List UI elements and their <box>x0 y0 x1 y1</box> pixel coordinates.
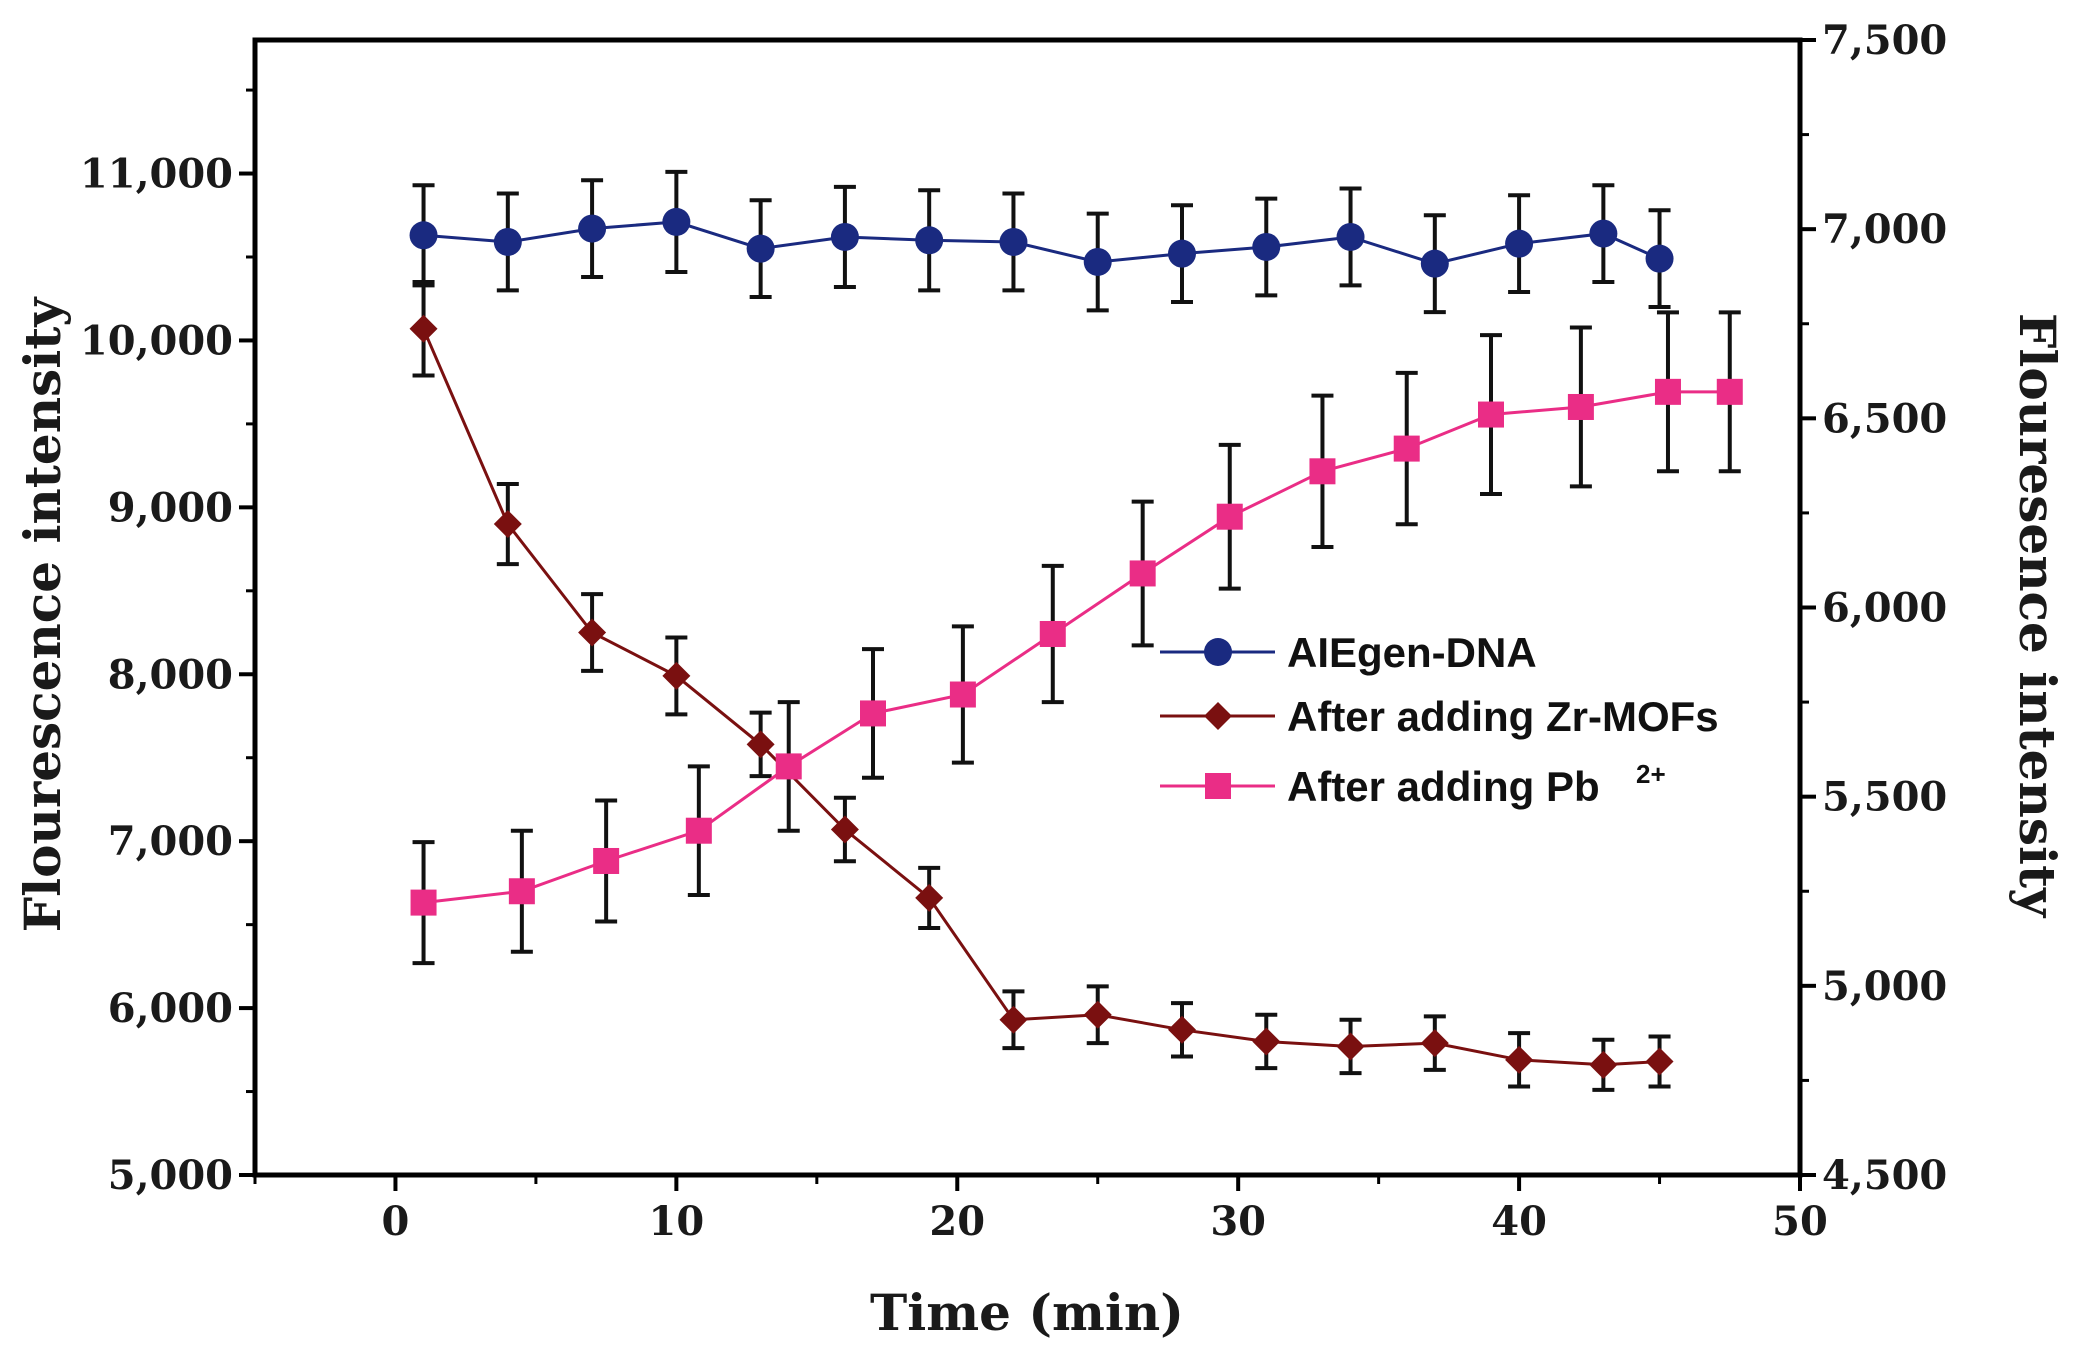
y-right-tick-label: 7,500 <box>1822 17 1947 64</box>
axis-ticks <box>239 38 1816 1191</box>
data-point <box>860 700 886 727</box>
left-axis-title: Flourescence intensity <box>13 296 72 933</box>
y-right-tick-label: 4,500 <box>1822 1152 1947 1199</box>
x-tick-label: 0 <box>382 1198 410 1245</box>
x-tick-label: 10 <box>649 1198 705 1245</box>
data-point <box>410 889 437 916</box>
data-point <box>1336 1032 1365 1061</box>
data-point <box>1336 222 1365 251</box>
data-point <box>1309 458 1336 485</box>
data-point <box>1039 620 1066 647</box>
data-point <box>508 878 535 905</box>
data-point <box>1420 249 1449 278</box>
data-point <box>662 661 691 690</box>
data-point <box>493 510 522 539</box>
data-point <box>915 883 944 912</box>
series-line <box>422 328 1660 1067</box>
data-point <box>830 222 859 251</box>
y-left-tick-label: 7,000 <box>108 818 233 865</box>
data-point <box>409 221 438 250</box>
data-point <box>1567 393 1594 420</box>
data-point <box>1083 1000 1112 1029</box>
legend-marker-diamond-icon <box>1204 702 1232 730</box>
data-point <box>1589 219 1618 248</box>
series-2 <box>410 310 1743 966</box>
data-point <box>1168 239 1196 268</box>
series-line <box>423 390 1730 905</box>
legend-label-zr-mofs: After adding Zr-MOFs <box>1287 693 1719 740</box>
data-point <box>1478 401 1504 428</box>
legend-item-aiegen-dna: AIEgen-DNA <box>1160 629 1537 676</box>
data-point <box>1420 1029 1449 1058</box>
y-left-tick-label: 10,000 <box>80 317 233 364</box>
x-tick-label: 40 <box>1491 1198 1547 1245</box>
data-point <box>1505 229 1534 258</box>
legend-marker-square-icon <box>1205 773 1231 799</box>
data-point <box>578 618 607 647</box>
data-point <box>662 207 691 236</box>
data-point <box>593 847 620 874</box>
data-point <box>1168 1015 1196 1044</box>
data-point <box>409 314 438 343</box>
data-point <box>949 681 976 708</box>
data-point <box>746 730 775 759</box>
right-axis-title: Flouresence intensity <box>2008 313 2067 919</box>
data-point <box>1645 1047 1674 1076</box>
y-left-tick-label: 6,000 <box>108 985 233 1032</box>
legend: AIEgen-DNA After adding Zr-MOFs After ad… <box>1160 629 1719 810</box>
y-right-tick-label: 5,000 <box>1822 963 1947 1010</box>
x-tick-label: 20 <box>929 1198 985 1245</box>
data-point <box>1083 247 1112 276</box>
data-point <box>1129 560 1156 587</box>
y-left-tick-label: 9,000 <box>108 484 233 531</box>
y-right-tick-label: 7,000 <box>1822 206 1947 253</box>
data-point <box>1716 378 1743 405</box>
series-0 <box>409 169 1674 315</box>
data-point <box>1645 244 1674 273</box>
data-point <box>685 817 712 844</box>
legend-item-zr-mofs: After adding Zr-MOFs <box>1160 693 1719 740</box>
data-point <box>578 214 607 243</box>
series-layer <box>409 169 1743 1092</box>
data-point <box>746 234 775 263</box>
axis-tick-labels: 0 10 20 30 40 50 5,000 6,000 7,000 8,000 9,000 10,0… <box>80 17 1947 1245</box>
legend-item-pb: After adding Pb 2+ <box>1160 759 1666 810</box>
y-right-tick-label: 6,000 <box>1822 585 1947 632</box>
series-line <box>423 220 1661 266</box>
data-point <box>1393 435 1420 462</box>
data-point <box>830 815 859 844</box>
data-point <box>1654 378 1681 405</box>
legend-label-pb-superscript: 2+ <box>1636 759 1666 789</box>
y-left-tick-label: 11,000 <box>80 151 233 198</box>
x-tick-label: 50 <box>1772 1198 1828 1245</box>
y-left-tick-label: 8,000 <box>108 651 233 698</box>
legend-label-pb: After adding Pb <box>1287 763 1600 810</box>
y-right-tick-label: 5,500 <box>1822 774 1947 821</box>
series-1 <box>409 280 1674 1092</box>
y-right-tick-label: 6,500 <box>1822 395 1947 442</box>
x-tick-label: 30 <box>1210 1198 1266 1245</box>
plot-frame <box>252 37 1803 1178</box>
legend-marker-circle-icon <box>1204 638 1232 666</box>
data-point <box>1252 232 1281 261</box>
x-axis-title: Time (min) <box>870 1283 1184 1342</box>
y-left-tick-label: 5,000 <box>108 1152 233 1199</box>
legend-label-aiegen-dna: AIEgen-DNA <box>1287 629 1537 676</box>
data-point <box>1252 1027 1281 1056</box>
data-point <box>1505 1045 1534 1074</box>
data-point <box>775 753 802 780</box>
data-point <box>999 227 1028 256</box>
data-point <box>999 1005 1028 1034</box>
data-point <box>915 226 944 255</box>
data-point <box>1589 1050 1618 1079</box>
data-point <box>493 227 522 256</box>
data-point <box>1216 503 1243 530</box>
